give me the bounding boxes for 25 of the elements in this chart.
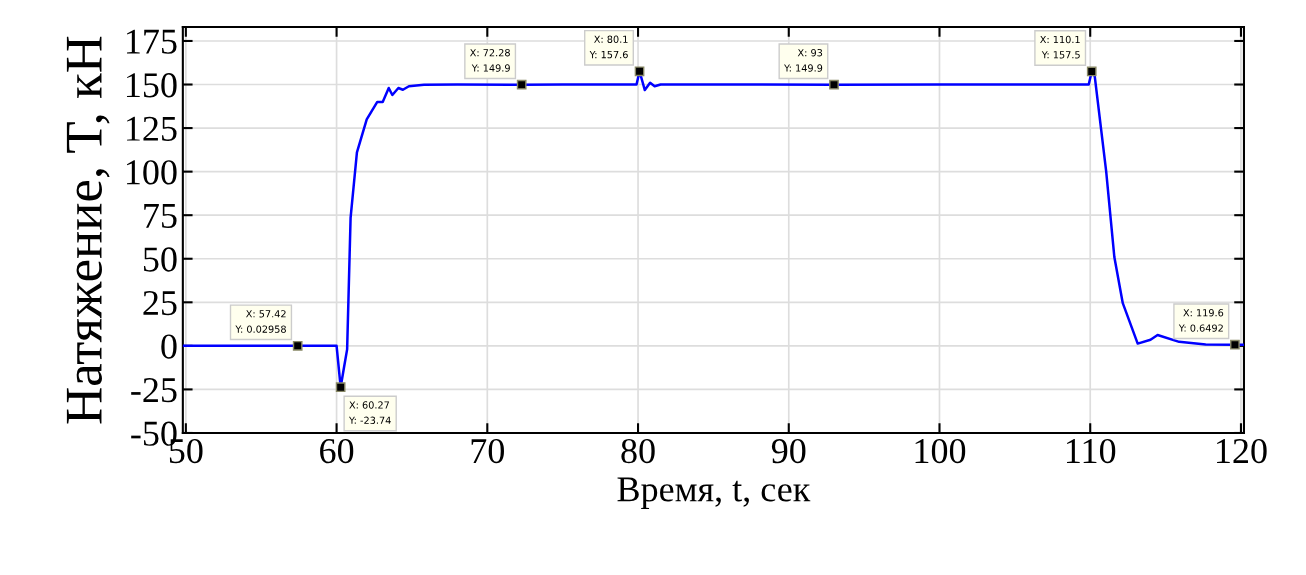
- x-tick-label: 80: [621, 438, 655, 464]
- y-tick-label: 75: [144, 204, 177, 229]
- annotation: X: 93 Y: 149.9: [784, 49, 823, 72]
- y-tick-label: 25: [143, 290, 177, 316]
- x-tick-label: 100: [915, 438, 966, 464]
- x-tick-label: 70: [471, 438, 504, 464]
- annotation: X: 110.1 Y: 157.5: [1040, 35, 1080, 59]
- x-tick-label: 60: [320, 438, 354, 464]
- y-tick-label: 100: [126, 160, 177, 185]
- y-tick-label: 50: [143, 247, 177, 272]
- annotation: X: 80.1 Y: 157.6: [589, 35, 628, 59]
- annotation: X: 119.6 Y: 0.6492: [1178, 309, 1224, 332]
- x-axis-title: Время, t, сек: [617, 477, 811, 509]
- y-axis-title: Натяжение, T, кН: [66, 36, 110, 424]
- annotation: X: 60.27 Y: -23.74: [348, 401, 391, 424]
- annotation: X: 72.28 Y: 149.9: [470, 49, 510, 72]
- x-tick-label: 90: [771, 438, 806, 464]
- y-tick-label: 175: [126, 29, 177, 54]
- x-tick-label: 120: [1217, 438, 1267, 464]
- x-tick-label: 110: [1066, 438, 1116, 464]
- y-tick-label: 0: [161, 334, 177, 359]
- y-tick-label: -25: [131, 378, 177, 403]
- annotation: X: 57.42 Y: 0.02958: [235, 310, 286, 333]
- y-tick-label: 150: [126, 73, 177, 98]
- y-tick-label: 125: [126, 116, 177, 141]
